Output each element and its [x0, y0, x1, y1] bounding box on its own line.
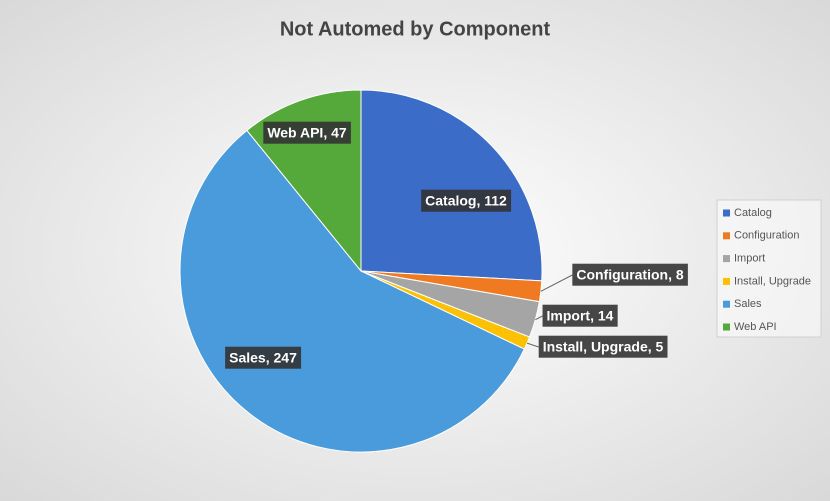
- legend-label: Catalog: [734, 207, 772, 219]
- data-label-box: [421, 189, 512, 212]
- data-label: Web API, 47: [267, 125, 347, 141]
- data-label: Catalog, 112: [425, 193, 507, 209]
- leader-line: [540, 274, 573, 292]
- legend-marker: [723, 209, 730, 217]
- legend-label: Import: [734, 253, 765, 265]
- data-label-box: [225, 346, 302, 369]
- legend-marker: [723, 232, 730, 240]
- legend-marker: [723, 323, 730, 331]
- legend-marker: [723, 277, 730, 285]
- data-label: Sales, 247: [229, 350, 297, 366]
- data-label-box: [538, 335, 668, 358]
- data-label: Import, 14: [547, 308, 614, 324]
- legend-label: Sales: [734, 298, 762, 310]
- legend-marker: [723, 300, 730, 308]
- leader-line: [535, 315, 543, 321]
- legend-label: Install, Upgrade: [734, 275, 811, 287]
- data-label-box: [572, 263, 688, 286]
- data-label-box: [263, 121, 351, 144]
- pie-slice: [360, 89, 543, 282]
- leader-line: [526, 342, 539, 348]
- chart-title: Not Automed by Component: [280, 18, 551, 40]
- legend-label: Web API: [734, 321, 777, 333]
- data-label: Configuration, 8: [576, 267, 684, 283]
- legend-marker: [723, 255, 730, 263]
- legend-label: Configuration: [734, 230, 799, 242]
- pie-slice: [179, 129, 525, 453]
- legend-box: [716, 199, 822, 338]
- data-label-box: [542, 304, 618, 327]
- data-label: Install, Upgrade, 5: [543, 339, 664, 355]
